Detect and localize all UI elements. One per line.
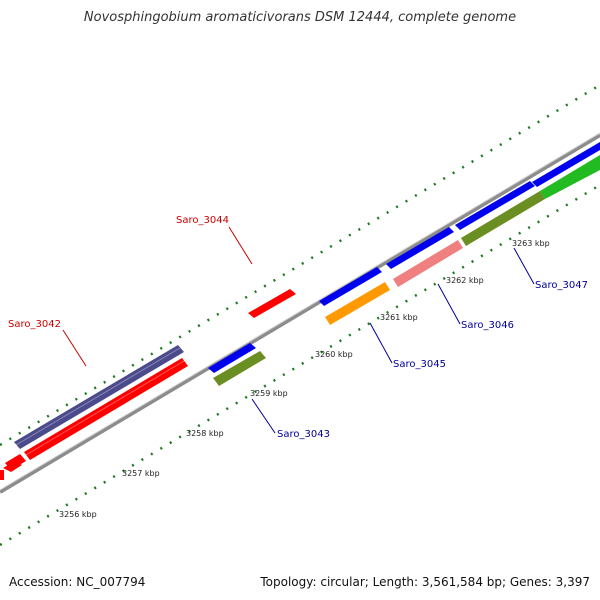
reverse-strand-genes [3,142,600,472]
leader-saro-3047 [513,247,535,285]
backbone-highlight [0,132,600,491]
gene-shading [15,347,185,456]
scale-label: 3261 kbp [380,313,418,322]
scale-label: 3257 kbp [122,469,160,478]
gene-saro-3044[interactable] [248,289,296,318]
accession-text: Accession: NC_007794 [9,575,146,589]
genome-backbone [0,133,600,494]
scale-label: 3263 kbp [512,239,550,248]
label-saro-3046[interactable]: Saro_3046 [461,320,514,331]
gene-blue-3259[interactable] [208,343,256,373]
gene-blue-3260[interactable] [319,267,382,306]
label-saro-3047[interactable]: Saro_3047 [535,280,588,291]
gene-saro-3046[interactable] [393,240,463,287]
gene-blue-3262[interactable] [455,181,535,230]
scale-label: 3259 kbp [250,389,288,398]
leader-saro-3045 [369,322,393,364]
scale-label: 3256 kbp [59,510,97,519]
label-leaders [62,226,535,434]
gene-olive-3047[interactable] [461,191,545,246]
scale-labels: 3256 kbp 3257 kbp 3258 kbp 3259 kbp 3260… [59,239,550,519]
gene-blue-3261[interactable] [386,227,454,269]
scale-label: 3260 kbp [315,350,353,359]
leader-saro-3046 [437,283,461,325]
gene-saro-3045[interactable] [325,282,390,325]
scale-label: 3258 kbp [186,429,224,438]
label-saro-3044[interactable]: Saro_3044 [176,215,229,226]
outer-tick-track [0,83,600,447]
label-saro-3043[interactable]: Saro_3043 [277,429,330,440]
gene-saro-3042[interactable] [14,345,184,449]
label-saro-3045[interactable]: Saro_3045 [393,359,446,370]
outer-tick-line [0,83,600,447]
gene-saro-3047[interactable] [540,155,600,199]
page-title: Novosphingobium aromaticivorans DSM 1244… [83,10,517,25]
inner-tick-line [0,183,600,547]
gene-red-long[interactable] [24,358,188,460]
gene-labels: Saro_3042 Saro_3044 Saro_3043 Saro_3045 … [8,215,588,440]
topology-text: Topology: circular; Length: 3,561,584 bp… [260,575,590,589]
gene-blue-3263[interactable] [532,142,600,187]
gene-saro-3043[interactable] [213,351,266,386]
gene-red-small[interactable] [5,454,26,470]
leader-saro-3042 [62,329,87,367]
scale-label: 3262 kbp [446,276,484,285]
leader-saro-3044 [228,226,253,265]
inner-tick-track [0,183,600,547]
leader-saro-3043 [251,398,276,434]
forward-strand-genes [0,155,600,480]
gene-red-edge[interactable] [0,470,4,480]
label-saro-3042[interactable]: Saro_3042 [8,319,61,330]
